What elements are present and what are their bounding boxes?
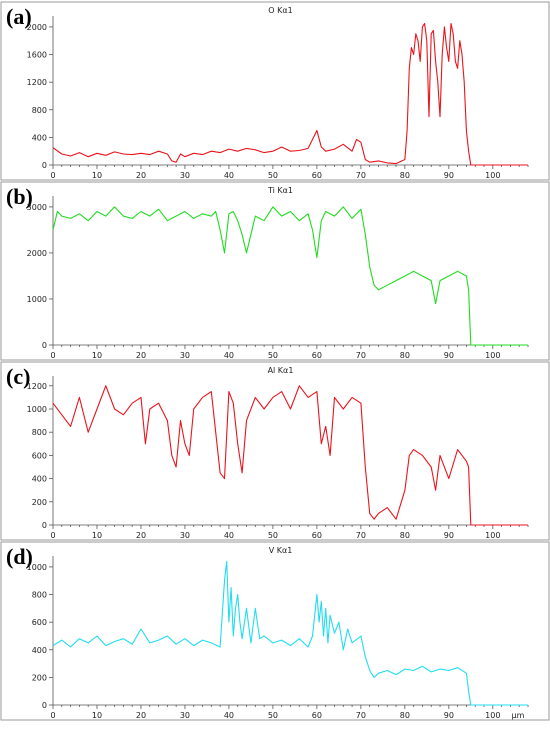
y-tick-label: 1000 xyxy=(27,405,47,414)
x-tick-label: 50 xyxy=(268,351,278,360)
x-tick-label: 10 xyxy=(92,171,102,180)
x-tick-label: 90 xyxy=(444,711,454,720)
x-tick-label: 80 xyxy=(400,531,410,540)
series-line-1 xyxy=(52,206,528,346)
panel-frame xyxy=(0,541,550,721)
x-tick-label: 100 xyxy=(485,351,500,360)
y-tick-label: 2000 xyxy=(27,23,47,32)
y-tick-label: 1200 xyxy=(27,78,47,87)
x-tick-label: 60 xyxy=(312,531,322,540)
panel-label: (a) xyxy=(6,4,32,29)
panel-frame xyxy=(0,1,550,181)
x-tick-label: 20 xyxy=(136,171,146,180)
panel-title: V Kα1 xyxy=(269,546,293,555)
y-tick-label: 600 xyxy=(32,451,47,460)
x-tick-label: 30 xyxy=(180,531,190,540)
x-tick-label: 0 xyxy=(50,531,55,540)
y-tick-label: 200 xyxy=(32,498,47,507)
x-tick-label: 50 xyxy=(268,171,278,180)
y-tick-label: 0 xyxy=(42,161,47,170)
y-tick-label: 600 xyxy=(32,618,47,627)
series-line-1 xyxy=(52,385,528,526)
y-tick-label: 2000 xyxy=(27,249,47,258)
x-tick-label: 50 xyxy=(268,711,278,720)
x-tick-label: 70 xyxy=(356,531,366,540)
panel-label: (b) xyxy=(6,184,33,209)
y-tick-label: 0 xyxy=(42,521,47,530)
panel-frame xyxy=(0,361,550,541)
x-tick-label: 100 xyxy=(485,711,500,720)
y-tick-label: 0 xyxy=(42,341,47,350)
panel-label: (c) xyxy=(6,364,30,389)
x-tick-label: 0 xyxy=(50,351,55,360)
x-axis-unit: μm xyxy=(512,711,525,720)
y-tick-label: 800 xyxy=(32,591,47,600)
x-tick-label: 40 xyxy=(224,531,234,540)
x-tick-label: 80 xyxy=(400,171,410,180)
x-tick-label: 60 xyxy=(312,171,322,180)
x-tick-label: 100 xyxy=(485,171,500,180)
x-tick-label: 60 xyxy=(312,351,322,360)
x-tick-label: 80 xyxy=(400,351,410,360)
x-tick-label: 30 xyxy=(180,171,190,180)
y-tick-label: 800 xyxy=(32,106,47,115)
x-tick-label: 0 xyxy=(50,711,55,720)
x-tick-label: 60 xyxy=(312,711,322,720)
panel-1: (a) O Kα1 0 10 20 30 40 50 60 70 80 90 100 0 400 800 120… xyxy=(0,1,550,181)
panel-frame xyxy=(0,181,550,361)
y-tick-label: 400 xyxy=(32,646,47,655)
y-tick-label: 400 xyxy=(32,133,47,142)
y-tick-label: 1200 xyxy=(27,382,47,391)
panel-title: Al Kα1 xyxy=(268,366,294,375)
x-tick-label: 10 xyxy=(92,531,102,540)
y-tick-label: 200 xyxy=(32,673,47,682)
panel-label: (d) xyxy=(6,544,33,569)
x-tick-label: 70 xyxy=(356,711,366,720)
x-tick-label: 90 xyxy=(444,171,454,180)
x-tick-label: 30 xyxy=(180,711,190,720)
y-tick-label: 400 xyxy=(32,475,47,484)
x-tick-label: 40 xyxy=(224,351,234,360)
x-tick-label: 40 xyxy=(224,711,234,720)
y-tick-label: 1600 xyxy=(27,51,47,60)
x-tick-label: 30 xyxy=(180,351,190,360)
series-line-1 xyxy=(52,560,528,706)
y-tick-label: 3000 xyxy=(27,203,47,212)
x-tick-label: 40 xyxy=(224,171,234,180)
y-tick-label: 1000 xyxy=(27,295,47,304)
panel-title: Ti Kα1 xyxy=(267,186,293,195)
y-tick-label: 800 xyxy=(32,428,47,437)
x-tick-label: 20 xyxy=(136,711,146,720)
y-tick-label: 0 xyxy=(42,701,47,710)
x-tick-label: 70 xyxy=(356,351,366,360)
x-tick-label: 10 xyxy=(92,351,102,360)
y-tick-label: 1000 xyxy=(27,563,47,572)
x-tick-label: 20 xyxy=(136,531,146,540)
x-tick-label: 100 xyxy=(485,531,500,540)
series-line-1 xyxy=(52,22,528,166)
x-tick-label: 90 xyxy=(444,351,454,360)
x-tick-label: 10 xyxy=(92,711,102,720)
x-tick-label: 20 xyxy=(136,351,146,360)
x-tick-label: 90 xyxy=(444,531,454,540)
x-tick-label: 0 xyxy=(50,171,55,180)
x-tick-label: 80 xyxy=(400,711,410,720)
x-tick-label: 70 xyxy=(356,171,366,180)
x-tick-label: 50 xyxy=(268,531,278,540)
panel-title: O Kα1 xyxy=(268,6,292,15)
